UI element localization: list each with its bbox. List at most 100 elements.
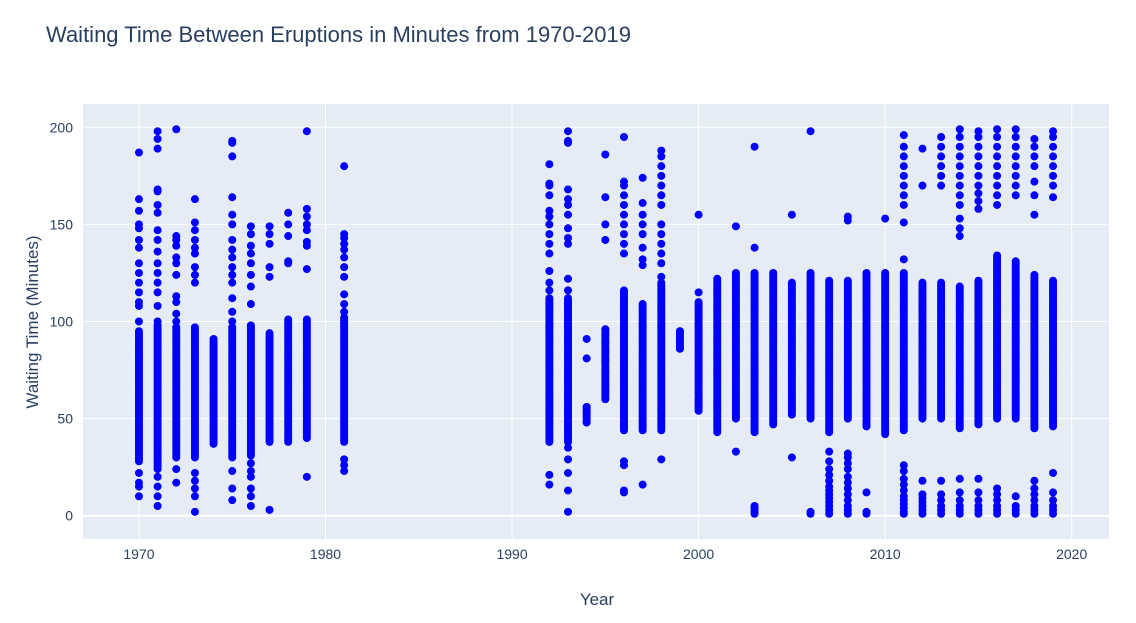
data-point <box>545 278 554 287</box>
data-point <box>1030 210 1039 219</box>
data-point <box>545 179 554 188</box>
data-point <box>638 255 647 264</box>
data-point <box>993 251 1002 260</box>
data-point <box>246 249 255 258</box>
data-point <box>918 181 927 190</box>
data-point <box>134 327 143 336</box>
data-point <box>1011 191 1020 200</box>
data-point <box>228 307 237 316</box>
data-point <box>228 270 237 279</box>
data-point <box>657 455 666 464</box>
data-point <box>134 235 143 244</box>
data-point <box>564 274 573 283</box>
data-point <box>806 127 815 136</box>
data-point <box>172 317 181 326</box>
data-point <box>955 474 964 483</box>
data-point <box>601 150 610 159</box>
data-point <box>190 278 199 287</box>
data-point <box>545 294 554 303</box>
data-point <box>564 443 573 452</box>
data-point <box>657 181 666 190</box>
data-point <box>1011 171 1020 180</box>
data-point <box>134 317 143 326</box>
data-point <box>899 492 908 501</box>
data-point <box>190 235 199 244</box>
data-point <box>619 457 628 466</box>
data-point <box>937 152 946 161</box>
data-point <box>638 230 647 239</box>
data-point <box>153 259 162 268</box>
data-point <box>601 235 610 244</box>
data-point <box>246 467 255 476</box>
data-point <box>1011 142 1020 151</box>
data-point <box>564 210 573 219</box>
data-point <box>340 467 349 476</box>
data-point <box>694 288 703 297</box>
data-point <box>246 270 255 279</box>
data-point <box>564 224 573 233</box>
data-point <box>153 235 162 244</box>
data-point <box>228 467 237 476</box>
data-point <box>228 484 237 493</box>
data-point <box>955 501 964 510</box>
data-point <box>1030 162 1039 171</box>
data-point <box>843 449 852 458</box>
data-point <box>899 191 908 200</box>
data-point <box>843 490 852 499</box>
data-point <box>284 232 293 241</box>
data-point <box>134 278 143 287</box>
data-point <box>190 218 199 227</box>
data-point <box>190 226 199 235</box>
data-point <box>750 142 759 151</box>
data-point <box>228 210 237 219</box>
data-point <box>1011 181 1020 190</box>
data-point <box>153 185 162 194</box>
data-point <box>1011 133 1020 142</box>
data-point <box>284 257 293 266</box>
data-point <box>619 177 628 186</box>
data-point <box>750 501 759 510</box>
data-point <box>172 309 181 318</box>
data-point <box>246 230 255 239</box>
data-point <box>228 263 237 272</box>
data-point <box>1030 484 1039 493</box>
data-point <box>228 235 237 244</box>
data-point <box>134 478 143 487</box>
data-point <box>172 298 181 307</box>
data-point <box>1049 142 1058 151</box>
data-point <box>713 274 722 283</box>
data-point <box>564 239 573 248</box>
data-point <box>340 290 349 299</box>
data-point <box>228 253 237 262</box>
data-point <box>806 507 815 516</box>
data-point <box>899 200 908 209</box>
data-point <box>993 200 1002 209</box>
data-point <box>601 338 610 347</box>
data-point <box>302 127 311 136</box>
data-point <box>731 447 740 456</box>
data-point <box>601 387 610 396</box>
data-point <box>153 278 162 287</box>
data-point <box>862 507 871 516</box>
y-axis-label: Waiting Time (Minutes) <box>23 235 42 408</box>
data-point <box>937 278 946 287</box>
data-point <box>1030 191 1039 200</box>
data-point <box>228 136 237 145</box>
data-point <box>974 127 983 136</box>
data-point <box>974 501 983 510</box>
data-point <box>340 307 349 316</box>
y-tick-label: 50 <box>57 411 73 427</box>
data-point <box>340 239 349 248</box>
data-point <box>284 220 293 229</box>
data-point <box>1030 177 1039 186</box>
data-point <box>974 197 983 206</box>
data-point <box>862 268 871 277</box>
data-point <box>937 142 946 151</box>
data-point <box>899 467 908 476</box>
data-point <box>172 125 181 134</box>
data-point <box>545 470 554 479</box>
data-point <box>787 278 796 287</box>
data-point <box>582 402 591 411</box>
data-point <box>153 208 162 217</box>
x-axis-ticks: 1970 1980 1990 2000 2010 2020 <box>123 546 1087 562</box>
